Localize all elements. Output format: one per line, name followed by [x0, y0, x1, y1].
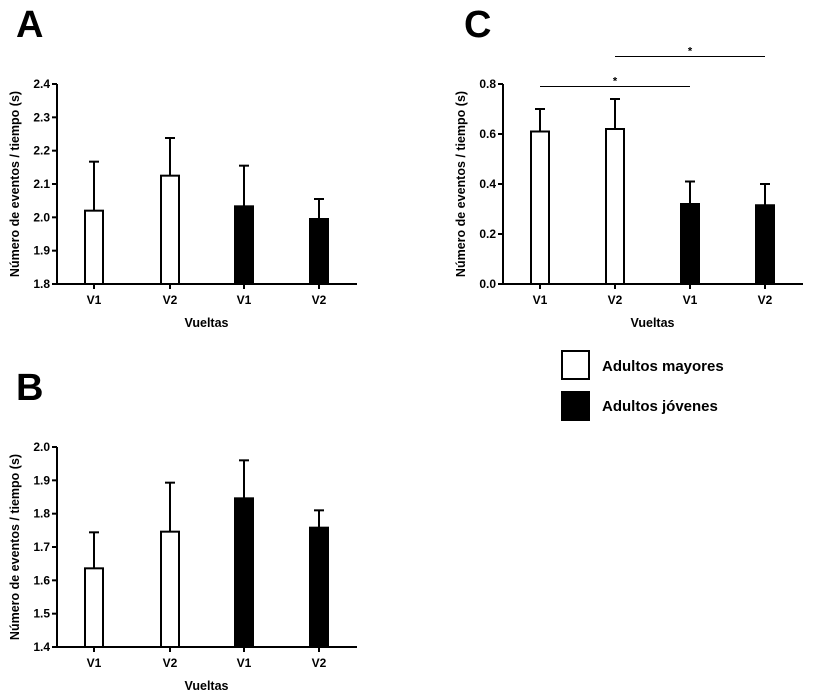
x-tick-label: V2	[163, 656, 178, 670]
y-tick-label: 1.9	[33, 473, 50, 487]
y-tick-label: 1.9	[33, 244, 50, 258]
x-tick-label: V1	[533, 293, 548, 307]
chart-b: 1.4 1.5 1.6 1.7 1.8 1.9 2.0 V1 V2 V1 V2 Vueltas Núme…	[8, 440, 357, 693]
x-tick-label: V2	[608, 293, 623, 307]
bar	[680, 203, 700, 285]
y-tick-label: 1.5	[33, 607, 50, 621]
bar	[530, 130, 550, 285]
y-tick-label: 2.4	[33, 77, 50, 91]
x-axis-title: Vueltas	[184, 679, 228, 693]
legend-swatch-adultos-mayores	[561, 350, 590, 380]
x-axis-title: Vueltas	[630, 316, 674, 330]
legend-label-adultos-mayores: Adultos mayores	[602, 358, 724, 375]
y-tick-label: 2.2	[33, 144, 50, 158]
bar	[309, 218, 329, 285]
y-tick-label: 1.8	[33, 507, 50, 521]
y-tick-label: 0.2	[479, 227, 496, 241]
x-tick-label: V2	[163, 293, 178, 307]
x-tick-label: V1	[87, 293, 102, 307]
bar	[605, 128, 625, 285]
bar	[755, 204, 775, 285]
bar	[84, 567, 104, 648]
significance-marker: *	[688, 46, 693, 58]
y-tick-label: 0.6	[479, 127, 496, 141]
y-tick-label: 1.4	[33, 640, 50, 654]
x-tick-label: V2	[312, 656, 327, 670]
x-tick-label: V1	[237, 656, 252, 670]
y-tick-label: 2.3	[33, 110, 50, 124]
y-tick-label: 1.7	[33, 540, 50, 554]
y-tick-label: 0.4	[479, 177, 496, 191]
chart-c: 0.0 0.2 0.4 0.6 0.8 V1 V2 V1 V2 Vueltas Número de …	[454, 46, 803, 330]
y-axis-title: Número de eventos / tiempo (s)	[8, 91, 22, 277]
bar	[160, 174, 180, 286]
y-axis-title: Número de eventos / tiempo (s)	[454, 91, 468, 277]
y-tick-label: 2.0	[33, 210, 50, 224]
bar	[160, 530, 180, 649]
bar	[309, 526, 329, 649]
bar	[234, 205, 254, 285]
legend-label-adultos-jovenes: Adultos jóvenes	[602, 398, 718, 415]
significance-marker: *	[613, 76, 618, 88]
x-tick-label: V1	[683, 293, 698, 307]
y-tick-label: 1.8	[33, 277, 50, 291]
x-tick-label: V2	[758, 293, 773, 307]
y-tick-label: 2.1	[33, 177, 50, 191]
panel-c-letter: C	[464, 4, 491, 46]
legend-swatch-adultos-jovenes	[561, 391, 590, 421]
chart-a: 1.8 1.9 2.0 2.1 2.2 2.3 2.4 V1 V2 V1 V2 Vueltas Núme…	[8, 77, 357, 330]
x-tick-label: V1	[87, 656, 102, 670]
bar	[84, 209, 104, 286]
panel-a-letter: A	[16, 4, 43, 46]
x-axis-title: Vueltas	[184, 316, 228, 330]
y-tick-label: 0.8	[479, 77, 496, 91]
y-tick-label: 0.0	[479, 277, 496, 291]
x-tick-label: V2	[312, 293, 327, 307]
bar	[234, 497, 254, 649]
y-tick-label: 1.6	[33, 573, 50, 587]
legend: Adultos mayores Adultos jóvenes	[561, 350, 724, 421]
y-axis-title: Número de eventos / tiempo (s)	[8, 454, 22, 640]
y-tick-label: 2.0	[33, 440, 50, 454]
panel-b-letter: B	[16, 367, 43, 409]
x-tick-label: V1	[237, 293, 252, 307]
